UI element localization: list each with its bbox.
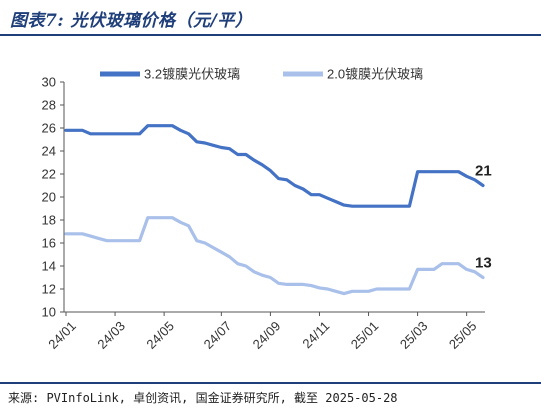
series-layer	[64, 124, 485, 296]
x-tick-label: 25/03	[397, 318, 431, 352]
y-tick-label: 20	[42, 190, 56, 205]
y-tick-label: 18	[42, 213, 56, 228]
x-tick-label: 24/01	[45, 318, 79, 352]
x-tick-label: 25/01	[348, 318, 382, 352]
y-tick-label: 10	[42, 305, 56, 320]
title-rule	[0, 34, 541, 36]
end-label-2-0: 13	[475, 255, 492, 272]
end-labels: 21 13	[475, 163, 492, 272]
x-tick-label: 24/07	[201, 318, 235, 352]
chart-legend: 3.2镀膜光伏玻璃 2.0镀膜光伏玻璃	[100, 67, 423, 82]
source-note: 来源: PVInfoLink, 卓创资讯, 国金证券研究所, 截至 2025-0…	[8, 391, 398, 405]
x-tick-label: 24/09	[250, 318, 284, 352]
y-tick-label: 22	[42, 167, 56, 182]
legend-item-2-0: 2.0镀膜光伏玻璃	[283, 67, 423, 82]
y-tick-label: 14	[42, 259, 56, 274]
x-tick-label: 24/11	[299, 318, 332, 351]
legend-item-3-2: 3.2镀膜光伏玻璃	[100, 67, 240, 82]
legend-label: 2.0镀膜光伏玻璃	[327, 67, 423, 82]
x-tick-label: 24/05	[143, 318, 177, 352]
figure-title: 图表7: 光伏玻璃价格（元/平）	[10, 11, 253, 31]
x-tick-label: 25/05	[446, 318, 480, 352]
legend-label: 3.2镀膜光伏玻璃	[144, 67, 240, 82]
y-tick-label: 30	[42, 75, 56, 90]
series-line-2-0	[64, 216, 485, 296]
y-axis: 10 12 14 16 18 20 22 24 26 28 30	[42, 75, 65, 320]
footer-rule	[0, 382, 541, 384]
y-tick-label: 26	[42, 121, 56, 136]
end-label-3-2: 21	[475, 163, 492, 180]
y-tick-label: 12	[42, 282, 56, 297]
series-line-3-2	[64, 124, 485, 208]
y-tick-label: 24	[42, 144, 56, 159]
x-tick-label: 24/03	[94, 318, 128, 352]
y-tick-label: 16	[42, 236, 56, 251]
y-tick-label: 28	[42, 98, 56, 113]
x-axis: 24/01 24/03 24/05 24/07 24/09 24/11 25/01 25/03…	[45, 311, 485, 352]
